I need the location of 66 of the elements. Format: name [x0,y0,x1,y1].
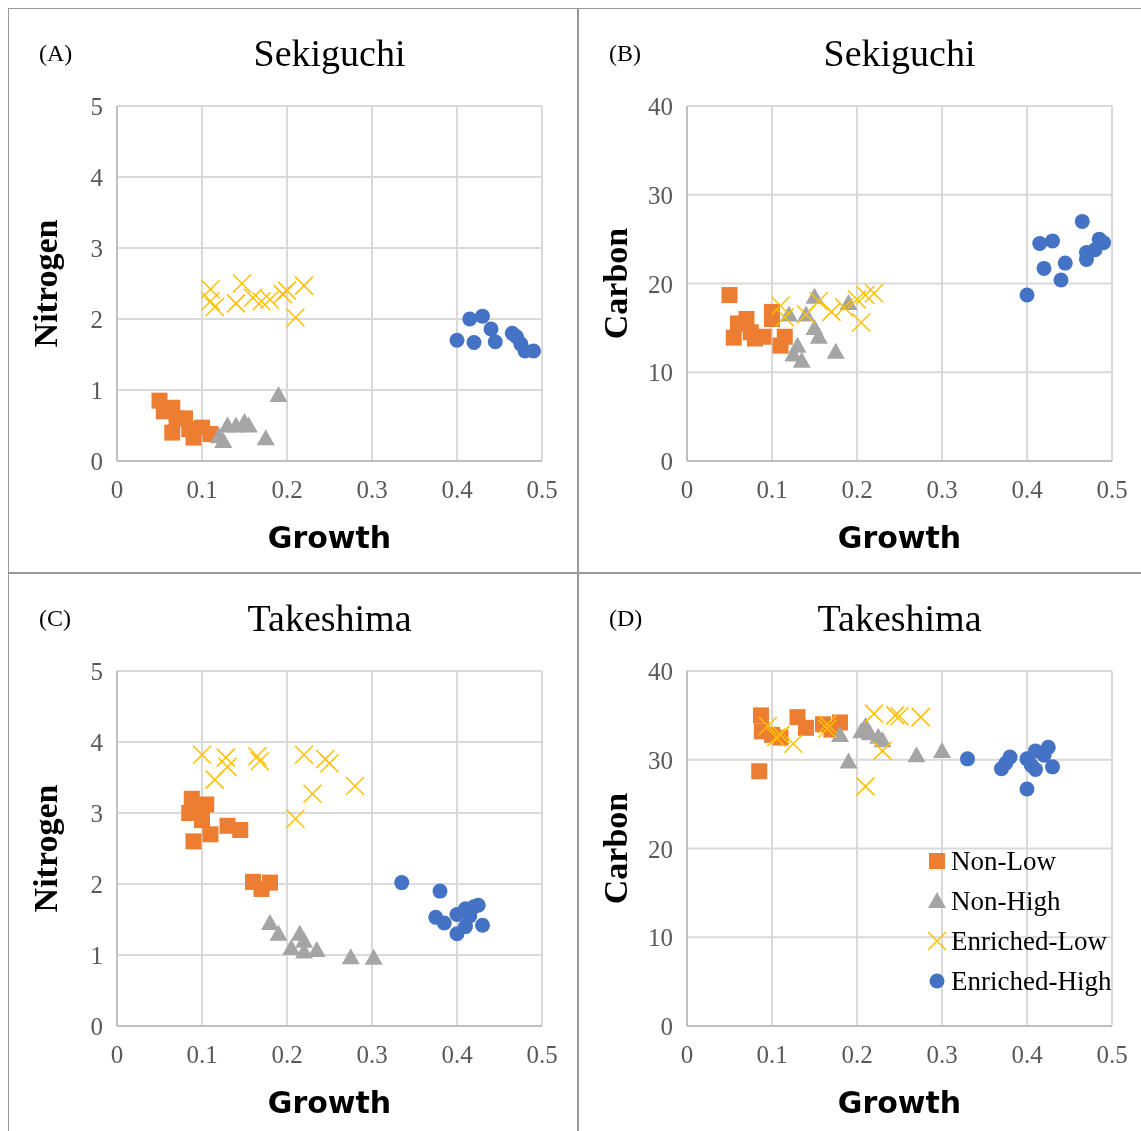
y-tick-label: 1 [90,942,103,969]
y-tick-label: 2 [90,306,103,333]
text: (C) [39,605,71,631]
y-tick-label: 40 [648,658,673,685]
x-tick-label: 0.5 [1096,476,1128,503]
x-axis-title: Growth [837,520,962,555]
x-tick-label: 0.4 [441,1041,474,1068]
legend-label: Enriched-High [951,966,1112,996]
legend-label: Enriched-Low [951,926,1108,956]
y-axis-title: Nitrogen [27,219,64,348]
y-tick-label: 10 [648,924,673,952]
x-tick-label: 0.2 [841,476,873,503]
legend-label: Non-High [951,886,1061,916]
y-tick-label: 3 [90,800,103,827]
y-tick-label: 40 [648,93,673,120]
x-tick-label: 0.1 [756,1041,788,1068]
x-tick-label: 0 [680,1041,694,1068]
x-tick-label: 0.2 [271,476,303,503]
x-tick-label: 0.1 [186,476,218,503]
x-tick-label: 0.3 [926,476,958,503]
y-axis-title: Carbon [597,792,634,905]
x-axis-title: Growth [267,520,392,555]
chart-title: Takeshima [247,597,412,639]
text: (B) [609,40,641,66]
x-tick-label: 0.2 [841,1041,873,1068]
x-tick-label: 0 [110,476,124,503]
x-tick-label: 0.4 [1011,1041,1044,1068]
x-tick-label: 0.4 [1011,476,1044,503]
x-axis-title: Growth [267,1085,392,1120]
y-tick-label: 30 [648,181,673,209]
x-tick-label: 0 [110,1041,124,1068]
y-tick-label: 2 [90,871,103,898]
y-tick-label: 0 [90,448,103,475]
y-tick-label: 20 [648,270,673,298]
x-tick-label: 0 [680,476,694,503]
x-tick-label: 0.5 [526,1041,558,1068]
legend-label: Non-Low [951,846,1057,876]
y-tick-label: 30 [648,746,673,774]
x-axis-title: Growth [837,1085,962,1120]
y-tick-label: 1 [90,377,103,404]
text: (A) [39,40,73,66]
y-tick-label: 10 [648,359,673,387]
y-tick-label: 5 [90,93,103,120]
chart-title: Takeshima [817,597,982,639]
y-axis-title: Nitrogen [27,784,64,913]
text: (D) [609,605,643,631]
x-tick-label: 0.2 [271,1041,303,1068]
y-tick-label: 20 [648,835,673,863]
y-tick-label: 4 [90,729,104,756]
chart-title: Sekiguchi [253,32,406,74]
y-tick-label: 4 [90,164,104,191]
y-tick-label: 0 [660,1013,673,1040]
x-tick-label: 0.3 [356,476,388,503]
y-tick-label: 0 [90,1013,103,1040]
x-tick-label: 0.1 [186,1041,218,1068]
y-tick-label: 3 [90,235,103,262]
x-tick-label: 0.5 [526,476,558,503]
x-tick-label: 0.1 [756,476,788,503]
x-tick-label: 0.4 [441,476,474,503]
chart-title: Sekiguchi [823,32,976,74]
y-axis-title: Carbon [597,227,634,340]
x-tick-label: 0.3 [356,1041,388,1068]
y-tick-label: 0 [660,448,673,475]
x-tick-label: 0.5 [1096,1041,1128,1068]
x-tick-label: 0.3 [926,1041,958,1068]
y-tick-label: 5 [90,658,103,685]
